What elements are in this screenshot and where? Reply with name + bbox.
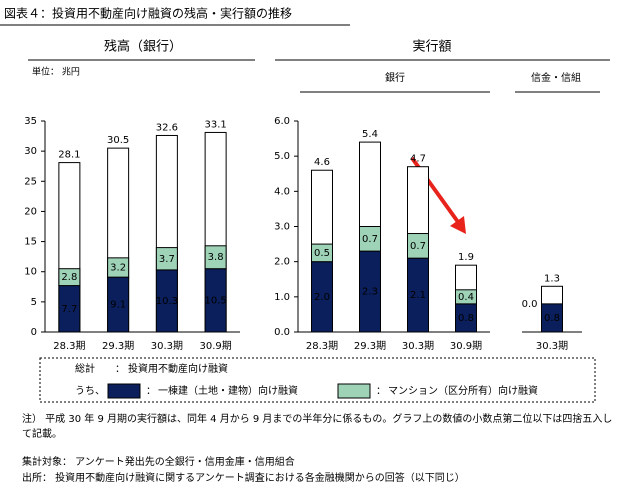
value-label: 2.0 xyxy=(314,292,330,303)
value-label: 5.4 xyxy=(362,129,378,140)
y-tick-label: 30 xyxy=(24,146,37,157)
legend-label: 総計 xyxy=(75,362,95,375)
bar-segment xyxy=(204,245,227,270)
x-tick-label: 30.9期 xyxy=(450,340,482,352)
bar-segment xyxy=(359,226,381,252)
y-tick-label: 20 xyxy=(24,206,37,217)
legend-swatch xyxy=(337,383,371,399)
note-text: 注） 平成 30 年 9 月期の実行額は、同年 4 月から 9 月までの半年分に… xyxy=(22,414,613,440)
value-label: 7.7 xyxy=(61,304,77,315)
value-label: 2.1 xyxy=(410,290,426,301)
x-tick-label: 30.9期 xyxy=(199,340,231,352)
y-tick-label: 5 xyxy=(31,297,37,308)
arrow-head xyxy=(450,216,466,234)
value-label: 0.8 xyxy=(458,313,474,324)
value-label: 33.1 xyxy=(204,119,226,130)
y-tick-label: 1.0 xyxy=(274,292,290,303)
legend-label: うち、 xyxy=(75,385,105,397)
bar-segment xyxy=(107,257,130,278)
value-label: 1.9 xyxy=(458,252,474,263)
value-label: 10.3 xyxy=(156,296,178,307)
legend-entry: 投資用不動産向け融資 xyxy=(128,362,228,375)
bar-segment xyxy=(311,243,333,263)
bar-segment xyxy=(455,289,477,305)
x-tick-label: 30.3期 xyxy=(536,340,568,352)
legend-sep: ： xyxy=(376,386,386,397)
bar-segment xyxy=(407,233,429,259)
figure-title: 図表４：投資用不動産向け融資の残高・実行額の推移 xyxy=(4,6,292,21)
value-label: 28.1 xyxy=(58,150,80,161)
value-label: 30.5 xyxy=(107,135,129,146)
value-label: 4.7 xyxy=(410,154,426,165)
panel-heading: 残高（銀行） xyxy=(104,39,182,55)
y-tick-label: 4.0 xyxy=(274,186,290,197)
x-tick-label: 29.3期 xyxy=(102,340,134,352)
bar-segment xyxy=(58,268,81,287)
note: 集計対象： アンケート発出先の全銀行・信用金庫・信用組合 xyxy=(22,455,295,468)
legend-box xyxy=(39,357,596,403)
value-label: 0.0 xyxy=(522,299,538,310)
value-label: 0.8 xyxy=(544,313,560,324)
legend-sep: ： xyxy=(115,364,125,375)
y-tick-label: 0.0 xyxy=(274,327,290,338)
bar-segment xyxy=(155,247,178,271)
panel-heading: 実行額 xyxy=(412,39,451,55)
value-label: 2.8 xyxy=(61,272,77,283)
value-label: 32.6 xyxy=(156,122,178,133)
x-tick-label: 30.3期 xyxy=(151,340,183,352)
panel-heading: 銀行 xyxy=(385,71,405,84)
value-label: 2.3 xyxy=(362,287,378,298)
value-label: 3.7 xyxy=(159,254,175,265)
bar-segment xyxy=(541,303,563,333)
value-label: 3.8 xyxy=(208,252,224,263)
y-tick-label: 25 xyxy=(24,176,37,187)
x-tick-label: 28.3期 xyxy=(53,340,85,352)
note: 出所： 投資用不動産向け融資に関するアンケート調査における各金融機関からの回答（… xyxy=(22,471,465,484)
unit: 単位： 兆円 xyxy=(32,66,80,78)
value-label: 3.2 xyxy=(110,262,126,273)
value-label: 0.5 xyxy=(314,248,330,259)
legend-entry: 一棟建（土地・建物）向け融資 xyxy=(158,384,298,397)
value-label: 0.7 xyxy=(362,234,378,245)
value-label: 0.7 xyxy=(410,241,426,252)
panel-heading: 信金・信組 xyxy=(531,71,581,84)
y-tick-label: 35 xyxy=(24,116,37,127)
x-tick-label: 29.3期 xyxy=(354,340,386,352)
value-label: 9.1 xyxy=(110,300,126,311)
value-label: 10.5 xyxy=(204,295,226,306)
x-tick-label: 30.3期 xyxy=(402,340,434,352)
legend-swatch xyxy=(107,383,141,399)
y-tick-label: 5.0 xyxy=(274,151,290,162)
value-label: 1.3 xyxy=(544,273,560,284)
note: 注） 平成 30 年 9 月期の実行額は、同年 4 月から 9 月までの半年分に… xyxy=(22,414,613,440)
y-tick-label: 3.0 xyxy=(274,222,290,233)
y-tick-label: 15 xyxy=(24,237,37,248)
legend-entry: マンション（区分所有）向け融資 xyxy=(388,384,538,397)
legend-sep: ： xyxy=(146,386,156,397)
value-label: 4.6 xyxy=(314,157,330,168)
y-tick-label: 0 xyxy=(31,327,37,338)
y-tick-label: 10 xyxy=(24,267,37,278)
value-label: 0.4 xyxy=(458,292,474,303)
y-tick-label: 6.0 xyxy=(274,116,290,127)
y-tick-label: 2.0 xyxy=(274,257,290,268)
x-tick-label: 28.3期 xyxy=(306,340,338,352)
